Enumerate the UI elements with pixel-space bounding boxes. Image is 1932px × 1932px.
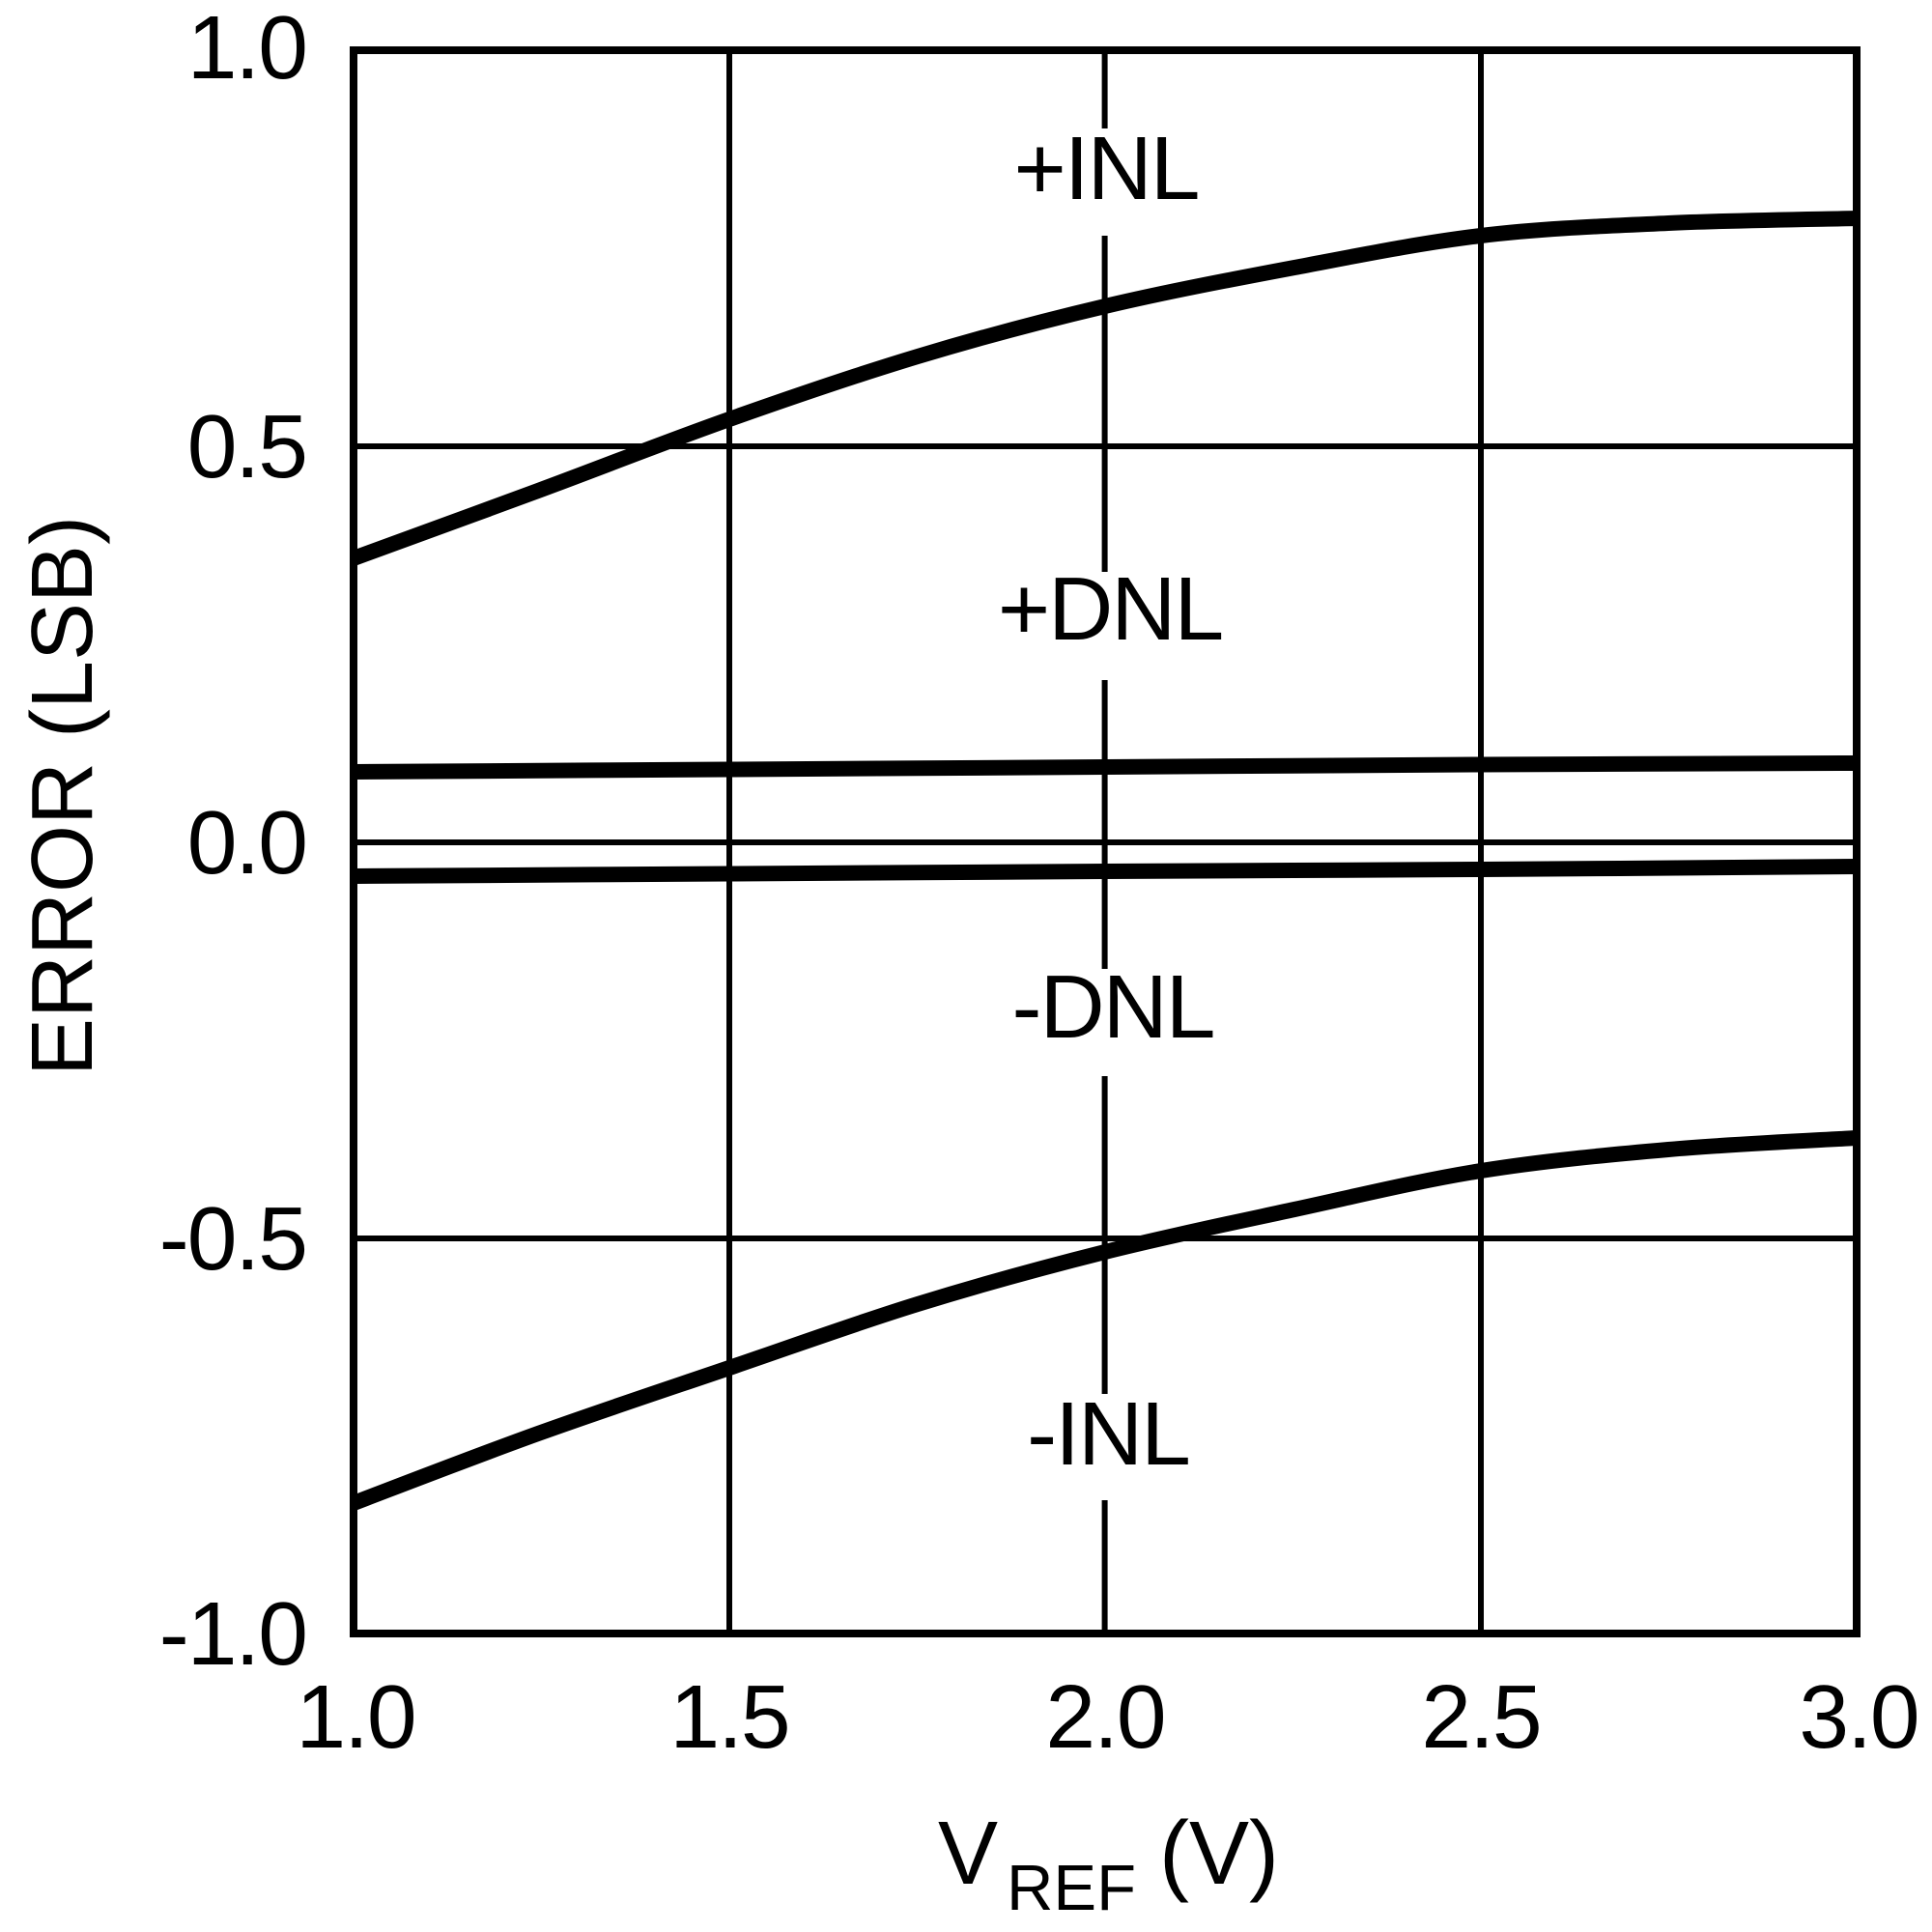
svg-text:-INL: -INL xyxy=(1027,1383,1189,1484)
svg-text:+DNL: +DNL xyxy=(998,558,1222,659)
svg-text:1.5: 1.5 xyxy=(669,1666,788,1767)
svg-text:ERROR (LSB): ERROR (LSB) xyxy=(14,516,111,1076)
svg-text:+INL: +INL xyxy=(1013,118,1198,218)
svg-text:0.5: 0.5 xyxy=(187,396,306,497)
svg-text:-1.0: -1.0 xyxy=(159,1583,306,1684)
svg-text:1.0: 1.0 xyxy=(296,1666,414,1767)
svg-text:V: V xyxy=(938,1803,998,1903)
svg-text:REF: REF xyxy=(1007,1852,1136,1924)
svg-text:2.5: 2.5 xyxy=(1421,1666,1540,1767)
svg-text:0.0: 0.0 xyxy=(187,792,306,893)
svg-text:(V): (V) xyxy=(1159,1803,1279,1903)
svg-text:2.0: 2.0 xyxy=(1045,1666,1164,1767)
svg-text:1.0: 1.0 xyxy=(187,0,306,98)
svg-text:3.0: 3.0 xyxy=(1799,1666,1918,1767)
svg-text:-0.5: -0.5 xyxy=(159,1188,306,1289)
svg-text:-DNL: -DNL xyxy=(1011,956,1213,1057)
